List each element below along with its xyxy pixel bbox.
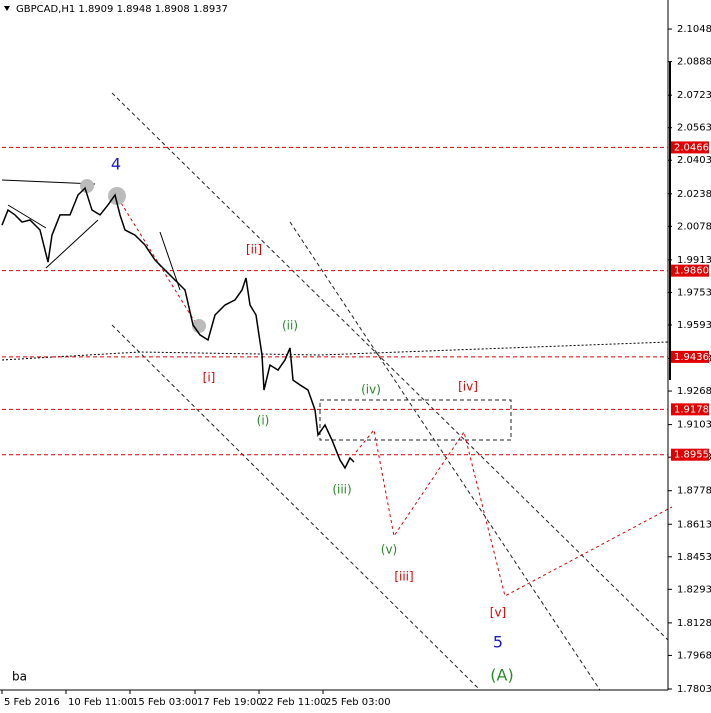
y-tick-label: 1.9593 [677, 320, 711, 331]
trend-line [7, 204, 47, 229]
y-tick-label: 1.8128 [677, 618, 711, 629]
level-label-box [671, 350, 709, 363]
y-tick-label: 1.9913 [677, 255, 711, 266]
y-tick-label: 1.7968 [677, 650, 711, 661]
x-tick-label: 10 Feb 11:00 [68, 697, 134, 708]
chart-title: GBPCAD,H1 1.8909 1.8948 1.8908 1.8937 [16, 4, 228, 15]
y-tick-label: 2.0723 [677, 90, 711, 101]
y-tick-label: 1.9268 [677, 386, 711, 397]
y-tick-label: 1.9103 [677, 420, 711, 431]
x-tick-label: 17 Feb 19:00 [197, 697, 263, 708]
y-tick-label: 2.0563 [677, 123, 711, 134]
wave-label: (v) [381, 543, 397, 557]
wave-label: (iii) [332, 483, 351, 497]
wave-label: [v] [490, 606, 506, 620]
y-tick-label: 2.0238 [677, 189, 711, 200]
projection [117, 197, 201, 331]
x-tick-label: 25 Feb 03:00 [325, 697, 391, 708]
trend-line [45, 219, 99, 269]
level-label-box [671, 448, 709, 461]
level-label: 1.9178 [674, 404, 709, 415]
menu-arrow [4, 6, 10, 11]
level-label: 1.8955 [674, 450, 709, 461]
dotted-line [1, 341, 669, 361]
y-tick-label: 1.8613 [677, 519, 711, 530]
y-tick-label: 1.7803 [677, 684, 711, 695]
wave-label: [i] [203, 371, 216, 385]
wave-label: 5 [493, 633, 503, 652]
wave-label: (A) [490, 666, 513, 685]
level-label-box [671, 141, 709, 154]
level-label-box [671, 403, 709, 416]
level-label: 1.9860 [674, 266, 709, 277]
target-box [319, 399, 512, 441]
y-tick-label: 1.9753 [677, 287, 711, 298]
y-tick-label: 1.8778 [677, 486, 711, 497]
wave-label: [ii] [246, 243, 262, 257]
channel-line [111, 92, 669, 641]
trend-line [159, 231, 181, 291]
x-tick-label: 22 Feb 11:00 [261, 697, 327, 708]
y-tick-label: 2.0403 [677, 155, 711, 166]
level-label-box [671, 264, 709, 277]
price-line [1, 186, 355, 470]
wave-label: [iv] [458, 380, 478, 394]
y-tick-label: 2.0888 [677, 57, 711, 68]
y-tick-label: 1.8453 [677, 552, 711, 563]
wave-label: (ii) [282, 319, 298, 333]
wave-label: (iv) [361, 383, 381, 397]
level-label: 1.9436 [674, 352, 709, 363]
wave-label: 4 [111, 155, 121, 174]
y-tick-label: 2.1048 [677, 24, 711, 35]
wave-label: [iii] [394, 570, 413, 584]
y-tick-label: 2.0078 [677, 221, 711, 232]
channel-line [111, 324, 481, 691]
x-tick-label: 15 Feb 03:00 [132, 697, 198, 708]
level-label: 2.0466 [674, 142, 709, 153]
trend-line [1, 179, 96, 185]
channel-line [289, 221, 601, 691]
x-tick-label: 5 Feb 2016 [4, 697, 60, 708]
marker [108, 187, 126, 205]
wave-label: (i) [257, 414, 270, 428]
projection [355, 428, 673, 597]
y-tick-label: 1.8293 [677, 584, 711, 595]
label: ba [12, 670, 27, 684]
